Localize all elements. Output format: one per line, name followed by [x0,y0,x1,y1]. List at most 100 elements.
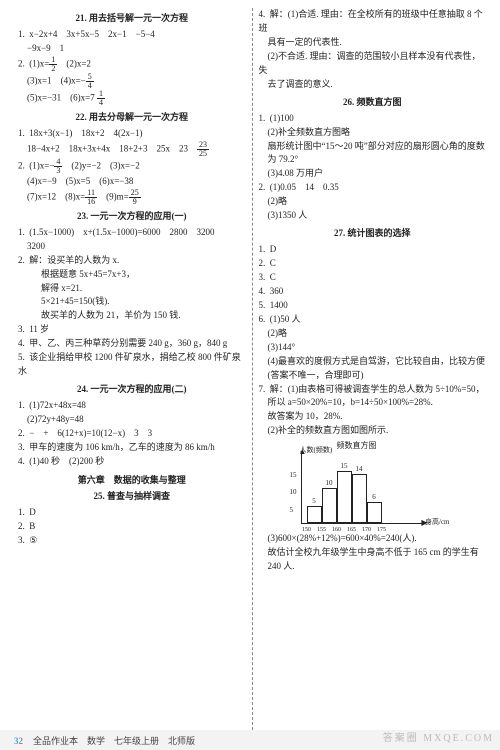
text-line: (2)略 [259,327,487,341]
chart-bar [352,474,367,523]
chart-xtick: 155 [317,527,326,533]
page: 21. 用去括号解一元一次方程 1. x−2x+4 3x+5x−5 2x−1 −… [0,0,500,730]
chart-bar-value: 6 [372,493,376,501]
text-line: 2. C [259,257,487,271]
section-25-title: 25. 普查与抽样调查 [18,489,246,502]
text-line: 1. D [18,506,246,520]
text-line: 3. ⑤ [18,534,246,548]
text-line: 4. (1)40 秒 (2)200 秒 [18,455,246,469]
text-line: (2)不合适. 理由：调查的范围较小且样本没有代表性，失 [259,50,487,78]
text-line: 1. (1)100 [259,112,487,126]
text-line: 1. D [259,243,487,257]
text-line: −9x−9 1 [18,42,246,56]
section-22-title: 22. 用去分母解一元一次方程 [18,110,246,123]
text-line: 解得 x=21. [18,282,246,296]
text-line: 7. 解：(1)由表格可得被调查学生的总人数为 5÷10%=50， [259,383,487,397]
chart-ytick: 15 [290,471,297,479]
chart-ylabel: 人数(频数) [300,445,333,455]
chart-bar [322,488,337,523]
text-line: 3. 甲车的速度为 106 km/h，乙车的速度为 86 km/h [18,441,246,455]
chart-plot: ▲ ▶ 人数(频数) 身高/cm 51015510151461501551601… [301,453,422,524]
chapter-6-title: 第六章 数据的收集与整理 [18,473,246,486]
section-24-title: 24. 一元一次方程的应用(二) [18,382,246,395]
text-line: 1. 18x+3(x−1) 18x+2 4(2x−1) [18,127,246,141]
text-line: (2)补全频数直方图略 [259,126,487,140]
text-line: 3. C [259,271,487,285]
text-line: (4)最喜欢的度假方式是自驾游，它比较自由，比较方便 [259,355,487,369]
text-line: 2. (1)x=−43 (2)y=−2 (3)x=−2 [18,158,246,175]
text-line: 具有一定的代表性. [259,36,487,50]
text-line: (7)x=12 (8)x=1116 (9)m=259 [18,189,246,206]
section-21-title: 21. 用去括号解一元一次方程 [18,11,246,24]
fraction: 1116 [85,189,97,206]
text-line: 所以 a=50×20%=10，b=14÷50×100%=28%. [259,396,487,410]
text-line: 故估计全校九年级学生中身高不低于 165 cm 的学生有 [259,546,487,560]
text-line: (2)补全的频数直方图如图所示. [259,424,487,438]
text-line: (3)1350 人 [259,209,487,223]
column-separator [252,8,253,730]
watermark: 答案圈 MXQE.COM [383,729,494,744]
text-line: (2)略 [259,195,487,209]
chart-bar [307,506,322,523]
text-line: 2. (1)x=12 (2)x=2 [18,56,246,73]
chart-bar [367,502,382,523]
text-line: 为 79.2° [259,153,487,167]
histogram-chart: 频数直方图 ▲ ▶ 人数(频数) 身高/cm 51015510151461501… [287,440,427,530]
fraction: 14 [97,90,105,107]
chart-xtick: 160 [332,527,341,533]
left-column: 21. 用去括号解一元一次方程 1. x−2x+4 3x+5x−5 2x−1 −… [14,8,250,730]
fraction: 2325 [197,141,209,158]
text-line: 5. 1400 [259,299,487,313]
fraction: 259 [129,189,141,206]
chart-xtick: 175 [377,527,386,533]
text-line: (4)x=−9 (5)x=5 (6)x=−38 [18,175,246,189]
text-line: 3. 11 岁 [18,323,246,337]
text-line: 故答案为 10，28%. [259,410,487,424]
text-line: 去了调查的意义. [259,78,487,92]
text-line: 5×21+45=150(钱). [18,295,246,309]
chart-bar-value: 14 [356,465,363,473]
text-line: 240 人. [259,560,487,574]
text-line: 4. 360 [259,285,487,299]
text-line: (5)x=−31 (6)x=7 14 [18,90,246,107]
chart-ytick: 5 [290,506,294,514]
chart-xtick: 165 [347,527,356,533]
text-line: (3)4.08 万用户 [259,167,487,181]
chart-xlabel: 身高/cm [425,517,450,527]
footer-text: 全品作业本 数学 七年级上册 北师版 [33,734,195,747]
text-line: 1. x−2x+4 3x+5x−5 2x−1 −5−4 [18,28,246,42]
section-27-title: 27. 统计图表的选择 [259,226,487,239]
text-line: 5. 该企业捐给甲校 1200 件矿泉水，捐给乙校 800 件矿泉水 [18,351,246,379]
right-column: 4. 解：(1)合适. 理由：在全校所有的班级中任意抽取 8 个班 具有一定的代… [255,8,491,730]
chart-ytick: 10 [290,488,297,496]
text-line: 1. (1)72x+48x=48 [18,399,246,413]
chart-bar-value: 15 [341,462,348,470]
text-line: 扇形统计图中“15～20 吨”部分对应的扇形圆心角的度数 [259,140,487,154]
chart-xtick: 170 [362,527,371,533]
page-number: 32 [14,736,23,746]
text-line: 根据题意 5x+45=7x+3， [18,268,246,282]
chart-bar-value: 5 [312,497,316,505]
section-23-title: 23. 一元一次方程的应用(一) [18,209,246,222]
text-line: 2. 解：设买羊的人数为 x. [18,254,246,268]
chart-bar-value: 10 [326,479,333,487]
text-line: 6. (1)50 人 [259,313,487,327]
text-line: 1. (1.5x−1000) x+(1.5x−1000)=6000 2800 3… [18,226,246,240]
section-26-title: 26. 频数直方图 [259,95,487,108]
text-line: (答案不唯一，合理即可) [259,369,487,383]
fraction: 54 [86,73,94,90]
chart-xtick: 150 [302,527,311,533]
text-line: 2. B [18,520,246,534]
chart-bar [337,471,352,523]
text-line: (3)x=1 (4)x=−54 [18,73,246,90]
text-line: 2. (1)0.05 14 0.35 [259,181,487,195]
text-line: 18−4x+2 18x+3x+4x 18+2+3 25x 23 2325 [18,141,246,158]
text-line: 3200 [18,240,246,254]
text-line: 2. − + 6(12+x)=10(12−x) 3 3 [18,427,246,441]
text-line: (3)144° [259,341,487,355]
text-line: 4. 甲、乙、丙三种草药分别需要 240 g，360 g，840 g [18,337,246,351]
text-line: 故买羊的人数为 21，羊价为 150 钱. [18,309,246,323]
text-line: 4. 解：(1)合适. 理由：在全校所有的班级中任意抽取 8 个班 [259,8,487,36]
text-line: (3)600×(28%+12%)=600×40%=240(人). [259,532,487,546]
text-line: (2)72y+48y=48 [18,413,246,427]
